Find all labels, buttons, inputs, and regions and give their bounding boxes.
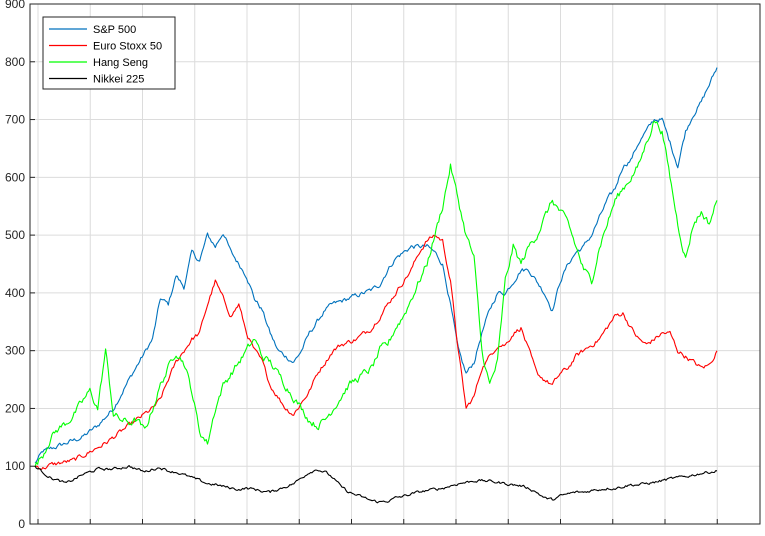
plot-area-border <box>29 3 761 525</box>
y-tick-label: 200 <box>5 401 25 415</box>
y-tick-label: 300 <box>5 344 25 358</box>
series-line-s-p-500 <box>34 67 718 464</box>
legend-label: Hang Seng <box>93 57 148 69</box>
y-tick-label: 800 <box>5 55 25 69</box>
legend: S&P 500 Euro Stoxx 50 Hang Seng Nikkei 225 <box>42 16 176 90</box>
y-tick-label: 0 <box>18 517 25 531</box>
y-tick-label: 700 <box>5 113 25 127</box>
y-tick-label: 600 <box>5 170 25 184</box>
y-tick-label: 100 <box>5 459 25 473</box>
series-line-euro-stoxx-50 <box>34 234 718 471</box>
legend-label: Euro Stoxx 50 <box>93 41 162 53</box>
y-tick-label: 400 <box>5 286 25 300</box>
legend-label: Nikkei 225 <box>93 74 144 86</box>
legend-label: S&P 500 <box>93 24 136 36</box>
y-tick-label: 900 <box>5 0 25 11</box>
plot-area-background <box>30 4 760 524</box>
series-lines <box>34 67 718 504</box>
y-tick-label: 500 <box>5 228 25 242</box>
series-line-hang-seng <box>34 120 718 468</box>
axis-ticks: 0 100 200 300 400 500 600 700 800 900 <box>5 0 718 531</box>
series-line-nikkei-225 <box>34 465 718 504</box>
